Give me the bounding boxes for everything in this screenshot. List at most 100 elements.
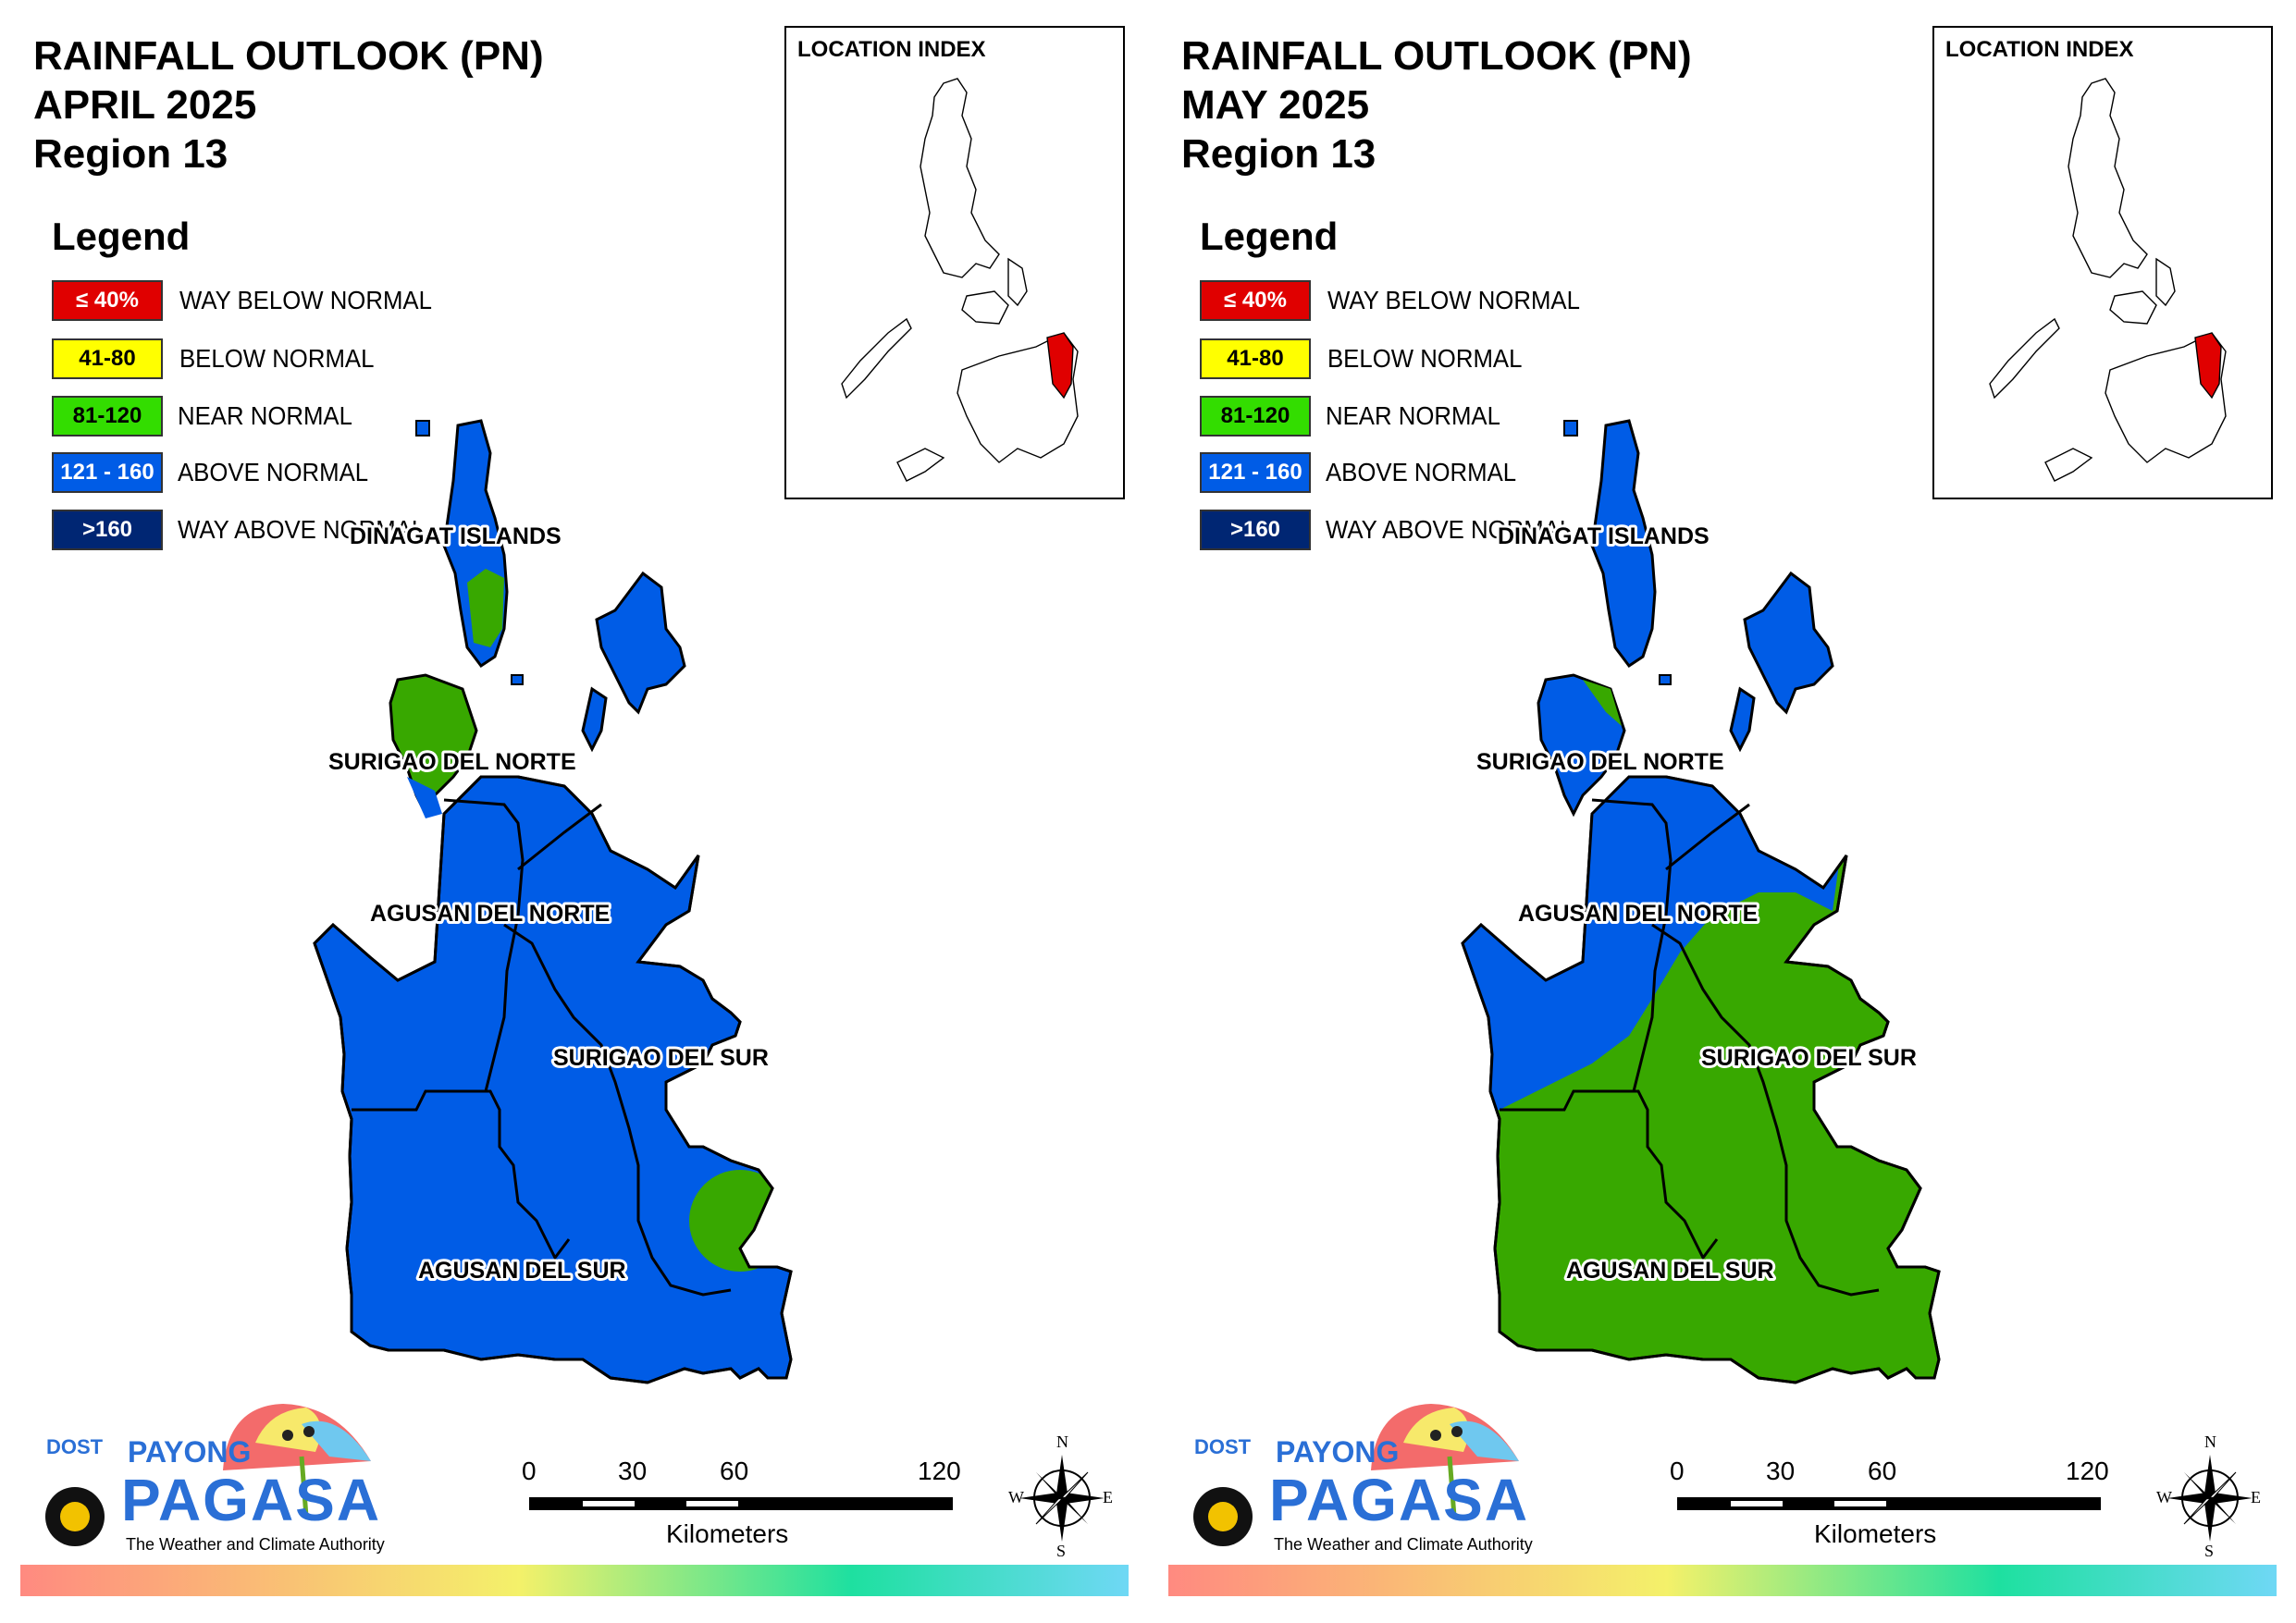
- near-normal-area: [689, 1170, 791, 1272]
- label-agusan-del-sur: AGUSAN DEL SUR: [1566, 1258, 1774, 1284]
- title-line-2: MAY 2025: [1181, 82, 1370, 128]
- pagasa-umbrella-logo-icon: [1193, 1404, 1519, 1546]
- compass-s: S: [2204, 1542, 2215, 1560]
- scale-unit: Kilometers: [1814, 1519, 1937, 1548]
- payong-text: PAYONG: [128, 1435, 252, 1469]
- legend-item-above: 121 - 160 ABOVE NORMAL: [1200, 452, 1635, 493]
- siargao-shape: [1729, 572, 1834, 753]
- scale-bar: 0 30 60 120 Kilometers: [1666, 1457, 2129, 1558]
- legend-swatch: 81-120: [52, 396, 163, 436]
- scale-tick: 0: [1670, 1457, 1685, 1485]
- location-index: LOCATION INDEX: [784, 26, 1125, 499]
- title-line-3: Region 13: [1181, 131, 1376, 177]
- legend-swatch: 121 - 160: [52, 452, 163, 493]
- compass-n: N: [2204, 1432, 2216, 1451]
- scale-tick: 60: [720, 1457, 749, 1485]
- label-dinagat-islands: DINAGAT ISLANDS: [1498, 523, 1710, 549]
- dost-text: DOST: [1194, 1435, 1252, 1458]
- scale-tick: 30: [1766, 1457, 1796, 1485]
- legend-swatch: 81-120: [1200, 396, 1311, 436]
- compass-w: W: [2156, 1488, 2172, 1506]
- legend-swatch: >160: [52, 510, 163, 550]
- compass-w: W: [1008, 1488, 1024, 1506]
- label-agusan-del-norte: AGUSAN DEL NORTE: [370, 901, 610, 927]
- legend-item-near: 81-120 NEAR NORMAL: [1200, 396, 1635, 436]
- region-13-highlight: [1046, 332, 1074, 400]
- scale-tick: 120: [918, 1457, 961, 1485]
- dost-text: DOST: [46, 1435, 104, 1458]
- label-agusan-del-norte: AGUSAN DEL NORTE: [1518, 901, 1758, 927]
- region-map: DINAGAT ISLANDS SURIGAO DEL NORTE AGUSAN…: [313, 419, 793, 1384]
- legend-item-above: 121 - 160 ABOVE NORMAL: [52, 452, 487, 493]
- scale-tick: 60: [1868, 1457, 1897, 1485]
- near-normal-area: [1583, 680, 1622, 726]
- sdn-peninsula-shape: [389, 673, 478, 818]
- title-line-1: RAINFALL OUTLOOK (PN): [1181, 33, 1692, 79]
- legend-item-way-below: ≤ 40% WAY BELOW NORMAL: [52, 280, 487, 321]
- compass-rose-icon: N S W E: [2154, 1432, 2265, 1560]
- pagasa-umbrella-logo-icon: [45, 1404, 371, 1546]
- mainland-shape: [1461, 775, 1941, 1384]
- scale-tick: 120: [2066, 1457, 2109, 1485]
- label-surigao-del-sur: SURIGAO DEL SUR: [553, 1045, 769, 1071]
- legend-item-below: 41-80 BELOW NORMAL: [1200, 338, 1635, 379]
- legend-swatch: >160: [1200, 510, 1311, 550]
- dinagat-islands-shape: [1563, 419, 1672, 685]
- title-line-3: Region 13: [33, 131, 228, 177]
- footer-gradient-bar: [20, 1565, 1129, 1596]
- dinagat-islands-shape: [415, 419, 524, 685]
- compass-s: S: [1056, 1542, 1067, 1560]
- scale-tick: 30: [618, 1457, 648, 1485]
- sdn-peninsula-shape: [1537, 673, 1626, 816]
- philippines-outline: [1989, 78, 2227, 482]
- title-line-2: APRIL 2025: [33, 82, 257, 128]
- legend-label: WAY ABOVE NORMAL: [178, 515, 426, 544]
- label-surigao-del-norte: SURIGAO DEL NORTE: [328, 749, 576, 775]
- legend-swatch: 41-80: [1200, 338, 1311, 379]
- legend-swatch: 41-80: [52, 338, 163, 379]
- pagasa-text: PAGASA: [1269, 1467, 1530, 1533]
- legend-item-near: 81-120 NEAR NORMAL: [52, 396, 487, 436]
- payong-text: PAYONG: [1276, 1435, 1400, 1469]
- legend-label: WAY ABOVE NORMAL: [1326, 515, 1574, 544]
- label-surigao-del-norte: SURIGAO DEL NORTE: [1476, 749, 1724, 775]
- scale-tick: 0: [522, 1457, 537, 1485]
- philippines-outline: [841, 78, 1079, 482]
- region-map: DINAGAT ISLANDS SURIGAO DEL NORTE AGUSAN…: [1461, 419, 1941, 1384]
- legend-title: Legend: [1200, 215, 1339, 258]
- scale-strip: [1677, 1497, 2101, 1510]
- scale-bar: 0 30 60 120 Kilometers: [518, 1457, 981, 1558]
- legend-label: BELOW NORMAL: [179, 344, 375, 373]
- compass-n: N: [1056, 1432, 1068, 1451]
- pagasa-logo: DOST PAYONG PAGASA The Weather and Clima…: [33, 1387, 403, 1563]
- legend-title: Legend: [52, 215, 191, 258]
- legend-item-below: 41-80 BELOW NORMAL: [52, 338, 487, 379]
- tagline: The Weather and Climate Authority: [126, 1535, 385, 1554]
- legend-label: NEAR NORMAL: [1326, 401, 1500, 430]
- legend-swatch: 121 - 160: [1200, 452, 1311, 493]
- legend-item-way-above: >160 WAY ABOVE NORMAL: [1200, 510, 1635, 550]
- panel-april: RAINFALL OUTLOOK (PN) APRIL 2025 Region …: [20, 26, 1129, 1596]
- legend-swatch: ≤ 40%: [1200, 280, 1311, 321]
- label-agusan-del-sur: AGUSAN DEL SUR: [418, 1258, 626, 1284]
- map-title: RAINFALL OUTLOOK (PN) MAY 2025 Region 13: [1181, 31, 1692, 178]
- legend-label: ABOVE NORMAL: [178, 458, 369, 486]
- title-line-1: RAINFALL OUTLOOK (PN): [33, 33, 544, 79]
- map-title: RAINFALL OUTLOOK (PN) APRIL 2025 Region …: [33, 31, 544, 178]
- legend-label: BELOW NORMAL: [1327, 344, 1523, 373]
- footer-gradient-bar: [1168, 1565, 2277, 1596]
- legend-item-way-below: ≤ 40% WAY BELOW NORMAL: [1200, 280, 1635, 321]
- compass-rose-icon: N S W E: [1006, 1432, 1117, 1560]
- panel-may: RAINFALL OUTLOOK (PN) MAY 2025 Region 13…: [1148, 0, 2296, 1623]
- inset-title: LOCATION INDEX: [797, 37, 986, 62]
- location-index: LOCATION INDEX: [1932, 26, 2273, 499]
- compass-e: E: [2251, 1488, 2261, 1506]
- compass-e: E: [1103, 1488, 1113, 1506]
- scale-unit: Kilometers: [666, 1519, 789, 1548]
- near-normal-area: [467, 569, 504, 647]
- legend-label: WAY BELOW NORMAL: [179, 286, 432, 314]
- legend-label: ABOVE NORMAL: [1326, 458, 1517, 486]
- inset-title: LOCATION INDEX: [1945, 37, 2134, 62]
- legend-label: WAY BELOW NORMAL: [1327, 286, 1580, 314]
- pagasa-logo: DOST PAYONG PAGASA The Weather and Clima…: [1181, 1387, 1551, 1563]
